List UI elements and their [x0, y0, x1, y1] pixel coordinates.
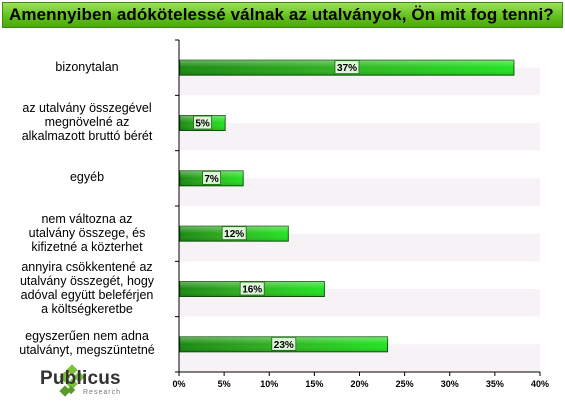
category-label-line: kifizetné a közterhet	[31, 239, 143, 254]
category-label: egyéb	[2, 170, 172, 184]
category-label-line: utalványt, megszüntetné	[19, 343, 155, 358]
category-label-line: annyira csökkentené az	[21, 260, 153, 274]
x-tick-label: 15%	[305, 379, 323, 389]
x-tick-label: 40%	[531, 379, 549, 389]
data-label-box	[334, 60, 360, 75]
data-label-box	[271, 336, 297, 351]
category-label-line: bizonytalan	[55, 59, 119, 74]
category-label: egyszerűen nem adna utalványt, megszüntet…	[2, 329, 172, 357]
chart-title-bar: Amennyiben adókötelessé válnak az utalvá…	[2, 2, 563, 28]
data-label: 37%	[337, 63, 357, 74]
data-label: 16%	[242, 285, 262, 296]
x-tick-label: 25%	[396, 379, 414, 389]
x-tick-label: 35%	[486, 379, 504, 389]
category-label: nem változna az utalvány összege, és kifiz…	[2, 212, 172, 254]
data-label: 23%	[274, 340, 294, 351]
category-label-line: utalvány összege, és	[28, 225, 146, 240]
x-tick-label: 20%	[350, 379, 368, 389]
publicus-logo-icon	[59, 364, 85, 397]
data-label-box	[193, 115, 212, 130]
category-label: az utalvány összegével megnövelné az alkal…	[2, 101, 172, 143]
category-label-line: egyéb	[69, 170, 105, 185]
data-label-box	[202, 170, 221, 185]
category-label-line: nem változna az	[41, 211, 133, 226]
data-label: 7%	[204, 174, 219, 185]
data-label-box	[239, 281, 265, 296]
x-tick-label: 5%	[218, 379, 231, 389]
brand-subtitle: Research	[83, 389, 121, 396]
data-label: 12%	[224, 229, 244, 240]
category-label-line: az utalvány összegével	[22, 101, 152, 115]
x-tick-label: 0%	[172, 379, 185, 389]
category-label-line: egyszerűen nem adna	[25, 329, 149, 344]
category-label-line: megnövelné az	[44, 115, 130, 129]
x-tick-label: 30%	[441, 379, 459, 389]
category-label-line: utalvány összegét, hogy	[19, 274, 155, 288]
data-label-box	[221, 226, 247, 241]
x-tick-label: 10%	[260, 379, 278, 389]
category-label: annyira csökkentené az utalvány összegét,…	[2, 260, 172, 316]
row-band-top	[179, 95, 540, 123]
category-label: bizonytalan	[2, 60, 172, 74]
data-label: 5%	[195, 119, 210, 130]
chart-title: Amennyiben adókötelessé válnak az utalvá…	[9, 5, 554, 24]
brand-name: Publicus	[40, 368, 121, 389]
row-band-bottom	[179, 123, 540, 151]
category-label-line: adóval együtt beleférjen	[20, 288, 154, 302]
category-label-line: a költségkeretbe	[41, 302, 133, 316]
category-label-line: alkalmazott bruttó bérét	[21, 129, 153, 143]
